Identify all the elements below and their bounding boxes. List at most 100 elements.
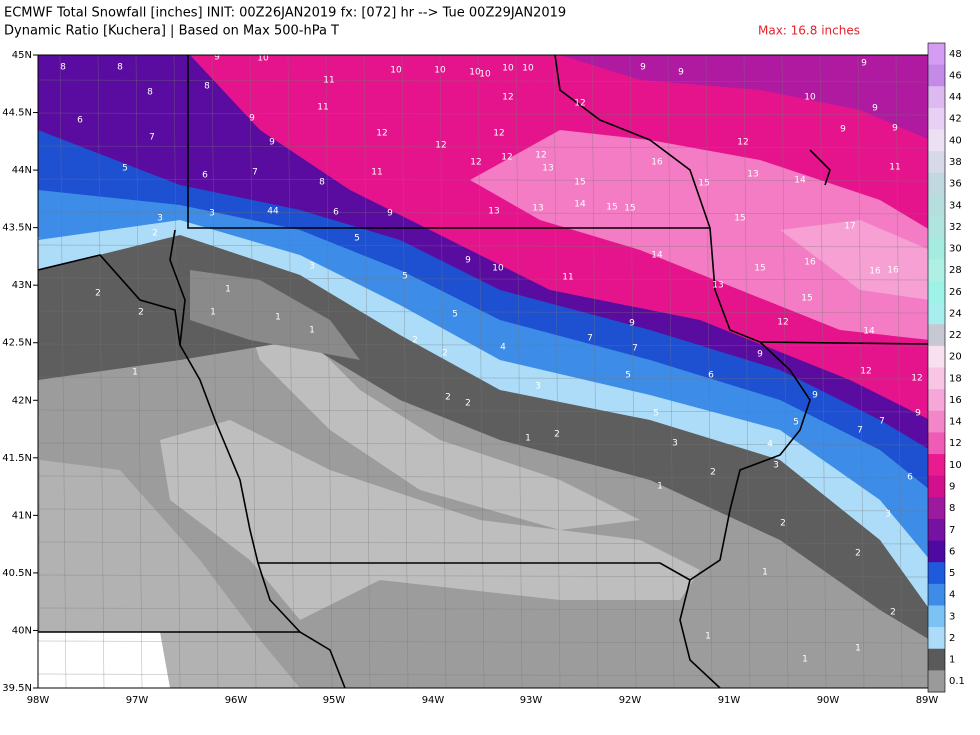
lon-label: 92W <box>619 695 642 706</box>
colorbar-swatch <box>928 302 945 325</box>
colorbar-swatch <box>928 475 945 498</box>
contour-label: 13 <box>747 170 758 180</box>
county-line <box>249 55 257 688</box>
county-line <box>439 55 447 688</box>
contour-label: 5 <box>402 272 408 282</box>
contour-label: 10 <box>502 64 514 74</box>
contour-label: 12 <box>535 151 546 161</box>
contour-label: 9 <box>872 104 878 114</box>
contour-label: 2 <box>855 549 861 559</box>
contour-label: 9 <box>214 53 220 63</box>
contour-label: 10 <box>492 264 504 274</box>
county-line <box>38 640 930 644</box>
county-line <box>38 475 930 479</box>
county-line <box>211 55 219 688</box>
colorbar-label: 4 <box>949 590 955 601</box>
contour-label: 14 <box>794 176 806 186</box>
lon-label: 98W <box>27 695 50 706</box>
colorbar-label: 46 <box>949 70 962 81</box>
colorbar-swatch <box>928 324 945 347</box>
contour-label: 10 <box>257 54 269 64</box>
county-line <box>38 145 930 149</box>
contour-label: 7 <box>632 344 638 354</box>
colorbar-label: 2 <box>949 633 955 644</box>
lon-label: 94W <box>422 695 445 706</box>
contour-label: 3 <box>885 510 891 520</box>
contour-label: 16 <box>887 266 899 276</box>
lon-label: 90W <box>817 695 840 706</box>
snow-trace-patch <box>40 460 300 688</box>
snow-1in-inner <box>190 270 360 360</box>
contour-label: 11 <box>562 273 573 283</box>
county-line <box>477 55 485 688</box>
snow-13in <box>470 130 930 340</box>
colorbar-label: 8 <box>949 503 955 514</box>
colorbar-label: 38 <box>949 157 962 168</box>
contour-label: 10 <box>479 70 491 80</box>
contour-label: 12 <box>493 129 504 139</box>
contour-label: 7 <box>252 168 258 178</box>
colorbar-label: 14 <box>949 417 962 428</box>
contour-label: 12 <box>470 158 481 168</box>
county-line <box>38 277 930 281</box>
colorbar-swatch <box>928 107 945 131</box>
contour-label: 14 <box>651 251 663 261</box>
lat-label: 40.5N <box>2 568 32 579</box>
colorbar-label: 5 <box>949 568 955 579</box>
contour-label: 5 <box>354 234 360 244</box>
contour-label: 13 <box>542 164 553 174</box>
county-line <box>629 55 637 688</box>
state-border <box>554 55 811 688</box>
contour-label: 10 <box>522 64 534 74</box>
contour-label: 15 <box>624 204 635 214</box>
colorbar-swatch <box>928 280 945 304</box>
contour-label: 2 <box>780 519 786 529</box>
contour-label: 8 <box>204 82 210 92</box>
contour-label: 17 <box>844 222 855 232</box>
contour-label: 12 <box>501 153 512 163</box>
contour-label: 3 <box>672 439 678 449</box>
county-line <box>97 55 105 688</box>
colorbar-swatch <box>928 194 945 217</box>
contour-label: 6 <box>202 171 208 181</box>
county-line <box>38 79 930 83</box>
contour-label: 15 <box>754 264 765 274</box>
contour-label: 2 <box>445 393 451 403</box>
county-line <box>401 55 409 688</box>
county-line <box>38 178 930 182</box>
colorbar-swatch <box>928 410 945 433</box>
max-label: Max: 16.8 inches <box>758 24 860 38</box>
colorbar-label: 20 <box>949 352 962 363</box>
contour-label: 9 <box>465 256 471 266</box>
title-line-2: Dynamic Ratio [Kuchera] | Based on Max 5… <box>4 24 339 39</box>
contour-label: 16 <box>651 158 663 168</box>
lat-label: 43.5N <box>2 223 32 234</box>
county-line <box>38 112 930 116</box>
colorbar-swatch <box>928 605 945 628</box>
contour-label: 14 <box>863 327 875 337</box>
contour-label: 15 <box>698 179 709 189</box>
colorbar-swatch <box>928 345 945 368</box>
snow-trace-patch <box>160 420 700 620</box>
contour-label: 2 <box>95 289 101 299</box>
state-border <box>759 341 930 345</box>
colorbar-label: 44 <box>949 92 962 103</box>
colorbar-swatch <box>928 562 945 585</box>
contour-label: 1 <box>525 434 531 444</box>
contour-label: 9 <box>840 125 846 135</box>
colorbar-swatch <box>928 583 945 606</box>
colorbar-label: 30 <box>949 244 962 255</box>
colorbar-label: 28 <box>949 265 962 276</box>
contour-label: 1 <box>309 326 315 336</box>
contour-label: 15 <box>801 294 812 304</box>
lat-label: 42.5N <box>2 338 32 349</box>
contour-label: 15 <box>606 203 617 213</box>
contour-label: 1 <box>855 644 861 654</box>
colorbar-label: 6 <box>949 546 955 557</box>
contour-label: 12 <box>376 129 387 139</box>
contour-label: 9 <box>812 391 818 401</box>
contour-label: 13 <box>532 204 543 214</box>
colorbar-swatch <box>928 627 945 650</box>
lat-label: 43N <box>12 280 32 291</box>
contour-label: 10 <box>469 68 481 78</box>
